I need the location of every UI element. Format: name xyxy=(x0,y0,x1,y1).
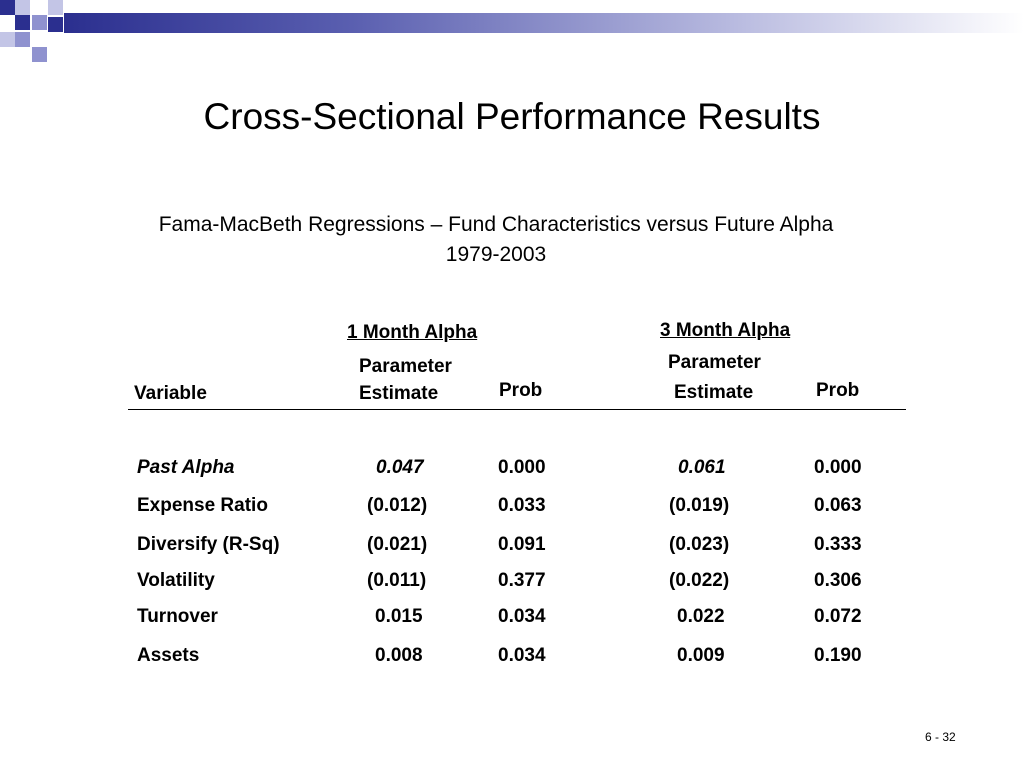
col-variable: Variable xyxy=(134,383,207,404)
table-row-est-1: 0.008 xyxy=(375,645,423,666)
table-row-prob-1: 0.091 xyxy=(498,534,546,555)
table-row-variable: Volatility xyxy=(137,570,215,591)
table-row-variable: Turnover xyxy=(137,606,218,627)
table-row-prob-3: 0.333 xyxy=(814,534,862,555)
table-row-prob-3: 0.306 xyxy=(814,570,862,591)
table-row-est-3: 0.061 xyxy=(678,457,726,478)
decor-square xyxy=(15,32,30,47)
decor-square xyxy=(32,47,47,62)
group-header-3-month: 3 Month Alpha xyxy=(660,320,791,341)
decor-square xyxy=(48,17,63,32)
col-param-3-line1: Parameter xyxy=(668,352,761,373)
table-row-est-3: 0.009 xyxy=(677,645,725,666)
col-prob-1: Prob xyxy=(499,380,543,401)
table-row-variable: Past Alpha xyxy=(137,457,235,478)
decor-square xyxy=(48,0,63,15)
table-row-prob-1: 0.000 xyxy=(498,457,546,478)
table-row-variable: Assets xyxy=(137,645,200,666)
col-param-3-line2: Estimate xyxy=(674,382,754,403)
table-row-est-1: (0.011) xyxy=(367,570,427,591)
table-row-prob-1: 0.033 xyxy=(498,495,546,516)
subtitle-line-2: 1979-2003 xyxy=(445,243,547,266)
table-row-prob-1: 0.034 xyxy=(498,645,546,666)
table-row-est-3: 0.022 xyxy=(677,606,725,627)
decor-square xyxy=(32,15,47,30)
table-row-est-1: 0.047 xyxy=(376,457,424,478)
col-prob-3: Prob xyxy=(816,380,860,401)
table-row-est-3: (0.019) xyxy=(669,495,730,516)
header-rule xyxy=(128,409,906,410)
decor-square xyxy=(0,0,15,15)
decor-square xyxy=(15,15,30,30)
page-number: 6 - 32 xyxy=(925,730,956,744)
table-row-prob-3: 0.063 xyxy=(814,495,862,516)
table-row-variable: Diversify (R-Sq) xyxy=(137,534,280,555)
subtitle-line-1: Fama-MacBeth Regressions – Fund Characte… xyxy=(158,213,834,236)
col-param-1-line2: Estimate xyxy=(359,383,439,404)
table-row-est-1: (0.021) xyxy=(367,534,428,555)
decor-square xyxy=(0,32,15,47)
table-row-prob-1: 0.034 xyxy=(498,606,546,627)
table-row-est-3: (0.022) xyxy=(669,570,730,591)
table-row-est-1: (0.012) xyxy=(367,495,428,516)
slide-subtitle: Fama-MacBeth Regressions – Fund Characte… xyxy=(0,210,992,270)
table-row-prob-3: 0.190 xyxy=(814,645,862,666)
table-row-prob-3: 0.000 xyxy=(814,457,862,478)
table-row-est-1: 0.015 xyxy=(375,606,423,627)
table-row-est-3: (0.023) xyxy=(669,534,730,555)
col-param-1-line1: Parameter xyxy=(359,356,452,377)
table-row-prob-3: 0.072 xyxy=(814,606,862,627)
decor-square xyxy=(15,0,30,15)
header-gradient-band xyxy=(64,13,1024,33)
slide-title: Cross-Sectional Performance Results xyxy=(203,96,821,137)
table-row-variable: Expense Ratio xyxy=(137,495,268,516)
group-header-1-month: 1 Month Alpha xyxy=(347,322,478,343)
table-row-prob-1: 0.377 xyxy=(498,570,546,591)
